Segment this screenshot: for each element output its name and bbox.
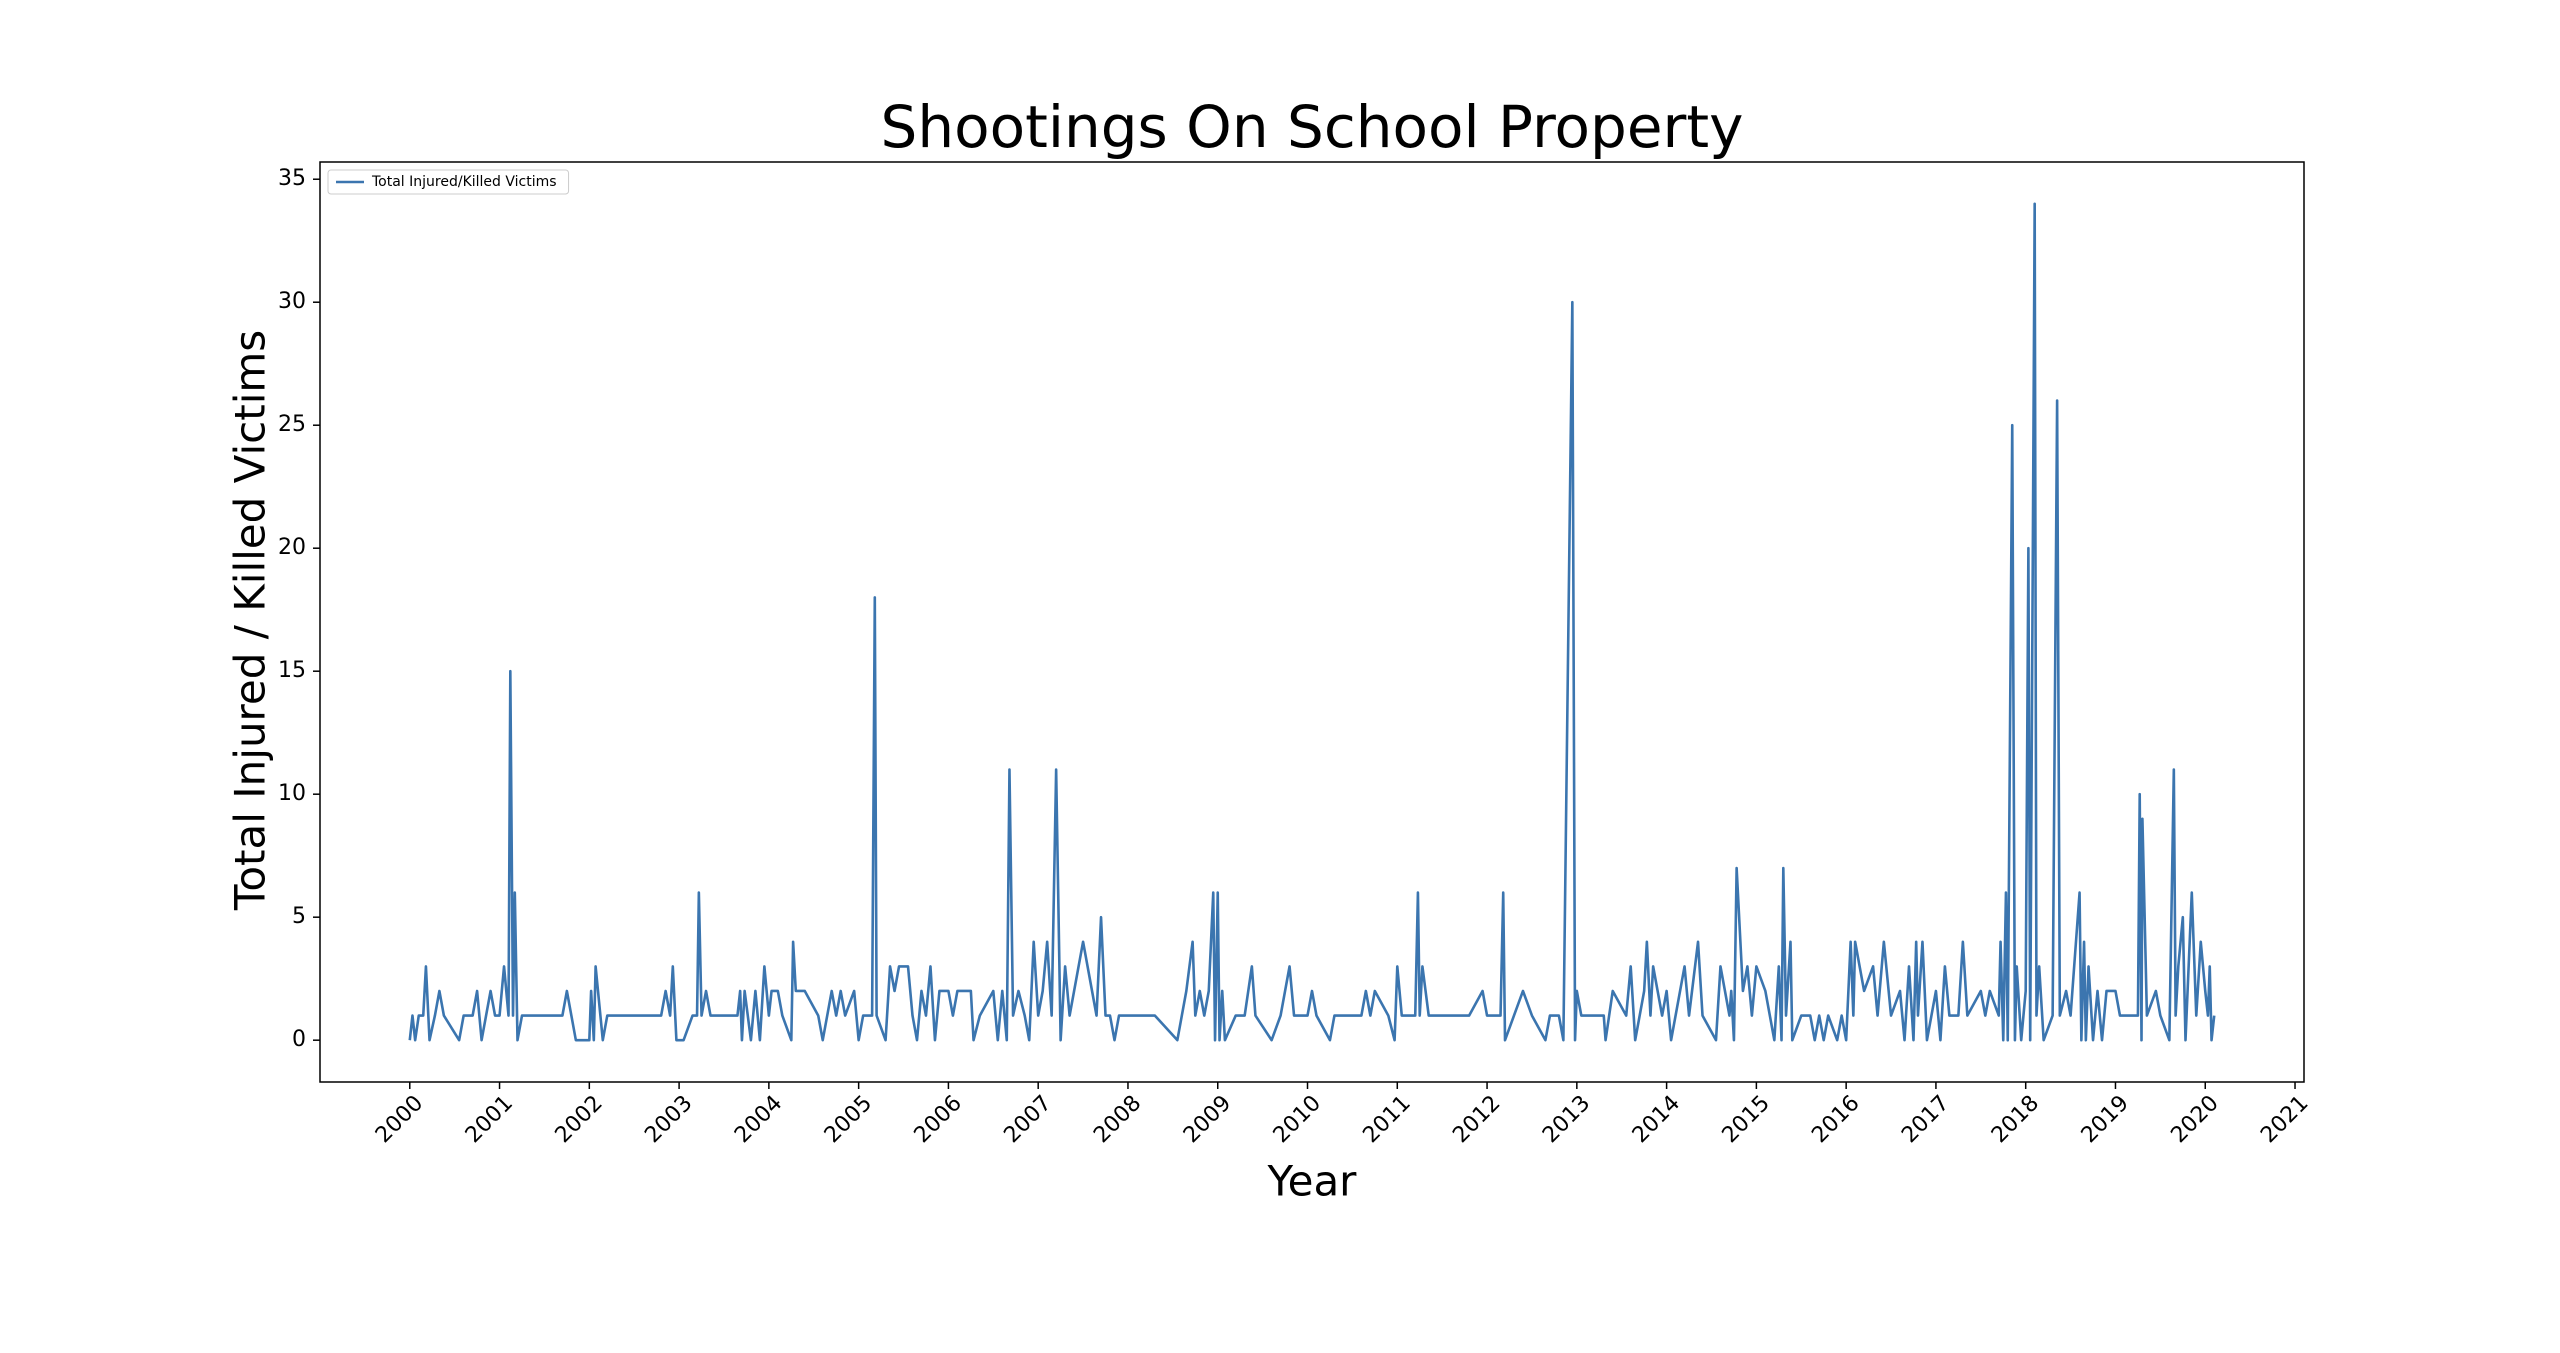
plot-frame — [319, 161, 2305, 1083]
y-axis-label: Total Injured / Killed Victims — [226, 330, 275, 911]
x-axis-label: Year — [1267, 1157, 1358, 1206]
x-tick-label: 2003 — [640, 1091, 697, 1148]
chart-title: Shootings On School Property — [881, 93, 1744, 161]
x-tick-label: 2019 — [2077, 1091, 2134, 1148]
x-tick-label: 2010 — [1269, 1091, 1326, 1148]
y-tick-label: 5 — [292, 904, 306, 929]
x-tick-label: 2014 — [1628, 1091, 1685, 1148]
x-tick-label: 2012 — [1448, 1091, 1505, 1148]
legend-box — [327, 169, 570, 195]
x-tick-label: 2004 — [730, 1091, 787, 1148]
x-tick-label: 2018 — [1987, 1091, 2044, 1148]
x-tick-label: 2007 — [999, 1091, 1056, 1148]
data-line — [408, 202, 2216, 1042]
x-tick-label: 2006 — [910, 1091, 967, 1148]
x-tick-label: 2001 — [461, 1091, 518, 1148]
x-tick-label: 2011 — [1358, 1091, 1415, 1148]
x-tick-label: 2016 — [1807, 1091, 1864, 1148]
x-tick-label: 2015 — [1718, 1091, 1775, 1148]
legend-label: Total Injured/Killed Victims — [371, 174, 557, 190]
x-tick-label: 2005 — [820, 1091, 877, 1148]
x-tick-label: 2008 — [1089, 1091, 1146, 1148]
y-tick-label: 30 — [278, 289, 306, 314]
y-tick-label: 0 — [292, 1027, 306, 1052]
x-tick-label: 2002 — [551, 1091, 608, 1148]
y-tick-label: 10 — [278, 781, 306, 806]
y-tick-label: 35 — [278, 166, 306, 191]
x-tick-label: 2009 — [1179, 1091, 1236, 1148]
x-tick-label: 2013 — [1538, 1091, 1595, 1148]
x-tick-label: 2020 — [2166, 1091, 2223, 1148]
y-tick-label: 20 — [278, 535, 306, 560]
y-tick-label: 25 — [278, 412, 306, 437]
x-tick-label: 2000 — [371, 1091, 428, 1148]
y-tick-label: 15 — [278, 658, 306, 683]
x-tick-label: 2017 — [1897, 1091, 1954, 1148]
x-tick-label: 2021 — [2256, 1091, 2313, 1148]
